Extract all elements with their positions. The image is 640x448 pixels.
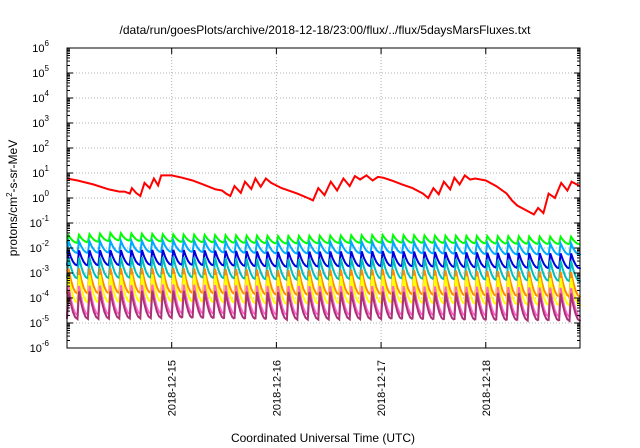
y-tick-label: 10-1: [30, 214, 50, 230]
y-tick-exp: 3: [45, 114, 50, 123]
x-tick-label: 2018-12-15: [167, 360, 179, 416]
y-tick-exp: -2: [42, 239, 50, 248]
x-tick-label: 2018-12-17: [376, 360, 388, 416]
y-tick-label: 100: [32, 189, 49, 205]
y-tick-exp: 5: [45, 64, 50, 73]
x-axis-label: Coordinated Universal Time (UTC): [231, 431, 415, 445]
y-tick-label: 10-3: [30, 264, 50, 280]
y-axis-label: protons/cm2-s-sr-MeV: [5, 140, 20, 256]
y-tick-exp: 0: [45, 189, 50, 198]
y-tick-base: 10: [32, 143, 44, 155]
y-tick-base: 10: [30, 268, 42, 280]
series-line: [66, 256, 581, 283]
y-tick-exp: -3: [42, 264, 50, 273]
plot-area: 2018-12-15 2018-12-16 2018-12-17 2018-12-18…: [30, 39, 581, 416]
series-group: [66, 173, 581, 323]
ticks: 2018-12-15 2018-12-16 2018-12-17 2018-12-18…: [30, 39, 580, 416]
y-tick-base: 10: [32, 68, 44, 80]
y-tick-exp: 6: [45, 39, 50, 48]
y-axis-label-sup: 2: [5, 192, 14, 197]
y-tick-base: 10: [30, 243, 42, 255]
y-tick-base: 10: [32, 118, 44, 130]
y-tick-base: 10: [32, 93, 44, 105]
series-line: [66, 236, 581, 257]
y-axis-label-rest: -s-sr-MeV: [6, 140, 20, 193]
series-line: [66, 230, 581, 246]
y-tick-base: 10: [32, 168, 44, 180]
y-tick-label: 102: [32, 139, 49, 155]
y-tick-base: 10: [32, 193, 44, 205]
y-tick-base: 10: [32, 43, 44, 55]
y-tick-label: 105: [32, 64, 49, 80]
series-line: [66, 290, 581, 323]
y-tick-exp: 4: [45, 89, 50, 98]
y-tick-base: 10: [30, 293, 42, 305]
chart-title: /data/run/goesPlots/archive/2018-12-18/2…: [120, 23, 532, 37]
y-tick-label: 104: [32, 89, 49, 105]
y-tick-exp: 2: [45, 139, 50, 148]
y-tick-exp: -4: [42, 289, 50, 298]
y-tick-label: 103: [32, 114, 49, 130]
x-tick-label: 2018-12-18: [481, 360, 493, 416]
y-tick-label: 10-4: [30, 289, 50, 305]
y-tick-label: 10-6: [30, 339, 50, 355]
x-tick-label: 2018-12-16: [271, 360, 283, 416]
y-tick-exp: -6: [42, 339, 50, 348]
y-tick-label: 101: [32, 164, 49, 180]
series-line: [66, 173, 581, 216]
y-tick-base: 10: [30, 343, 42, 355]
y-tick-label: 106: [32, 39, 49, 55]
y-tick-exp: -5: [42, 314, 50, 323]
y-tick-base: 10: [30, 318, 42, 330]
y-tick-base: 10: [30, 218, 42, 230]
y-axis-label-base: protons/cm: [6, 197, 20, 256]
y-tick-exp: 1: [45, 164, 50, 173]
y-tick-exp: -1: [42, 214, 50, 223]
y-tick-label: 10-2: [30, 239, 50, 255]
y-tick-label: 10-5: [30, 314, 50, 330]
